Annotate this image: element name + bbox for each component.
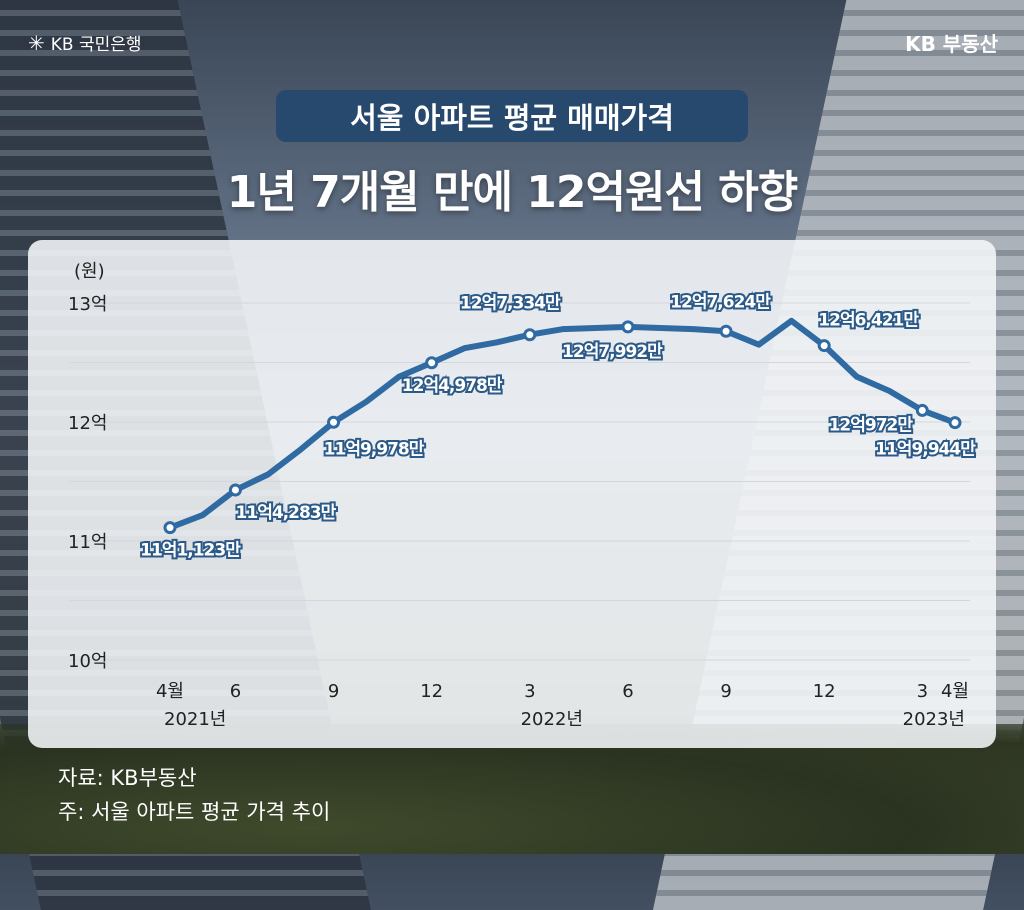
data-label: 11억9,944만 bbox=[875, 440, 976, 460]
footnote: 주: 서울 아파트 평균 가격 추이 bbox=[58, 800, 331, 824]
price-line-chart: (원) 13억 12억 11억 10억 4월 6 9 12 3 6 9 12 3 4월 2021년 2022년… bbox=[68, 261, 979, 730]
y-tick-label: 13억 bbox=[68, 294, 107, 315]
x-tick-label: 3 bbox=[524, 681, 535, 702]
data-label: 12억7,624만 bbox=[670, 292, 771, 312]
x-tick-label: 6 bbox=[622, 681, 633, 702]
data-label: 12억7,992만 bbox=[562, 342, 663, 362]
data-label: 11억4,283만 bbox=[236, 503, 337, 523]
data-label: 12억972만 bbox=[829, 415, 914, 435]
source-note: 자료: KB부동산 bbox=[58, 766, 197, 790]
year-label: 2022년 bbox=[521, 709, 583, 730]
kb-bank-logo-text: KB 국민은행 bbox=[50, 35, 142, 55]
data-point bbox=[163, 521, 177, 535]
kb-bank-logo: ✳ KB 국민은행 bbox=[28, 30, 142, 56]
data-point bbox=[523, 328, 537, 342]
year-label: 2021년 bbox=[164, 709, 226, 730]
data-point bbox=[228, 483, 242, 497]
x-tick-label: 4월 bbox=[156, 681, 184, 702]
data-point bbox=[327, 415, 341, 429]
data-point bbox=[621, 320, 635, 334]
data-point bbox=[425, 356, 439, 370]
kb-star-icon: ✳ bbox=[28, 30, 45, 55]
x-tick-label: 9 bbox=[328, 681, 339, 702]
headline: 1년 7개월 만에 12억원선 하향 bbox=[226, 167, 799, 218]
data-label: 12억6,421만 bbox=[818, 311, 919, 331]
data-label: 11억1,123만 bbox=[140, 541, 241, 561]
x-tick-label: 4월 bbox=[941, 681, 969, 702]
x-tick-label: 12 bbox=[813, 681, 836, 702]
x-tick-label: 3 bbox=[917, 681, 928, 702]
year-label: 2023년 bbox=[903, 709, 965, 730]
data-point bbox=[915, 403, 929, 417]
y-tick-label: 10억 bbox=[68, 651, 107, 672]
y-axis-unit: (원) bbox=[74, 261, 105, 282]
data-point bbox=[948, 416, 962, 430]
kb-realestate-logo: KB 부동산 bbox=[905, 32, 998, 56]
data-label: 12억7,334만 bbox=[460, 294, 561, 314]
chart-panel bbox=[28, 240, 996, 748]
data-label: 12억4,978만 bbox=[402, 376, 503, 396]
data-label: 11억9,978만 bbox=[324, 439, 425, 459]
data-point bbox=[817, 339, 831, 353]
y-tick-label: 11억 bbox=[68, 532, 107, 553]
x-tick-label: 6 bbox=[230, 681, 241, 702]
x-tick-label: 9 bbox=[720, 681, 731, 702]
y-tick-label: 12억 bbox=[68, 413, 107, 434]
x-tick-label: 12 bbox=[420, 681, 443, 702]
title-tag: 서울 아파트 평균 매매가격 bbox=[276, 90, 748, 142]
data-point bbox=[719, 324, 733, 338]
